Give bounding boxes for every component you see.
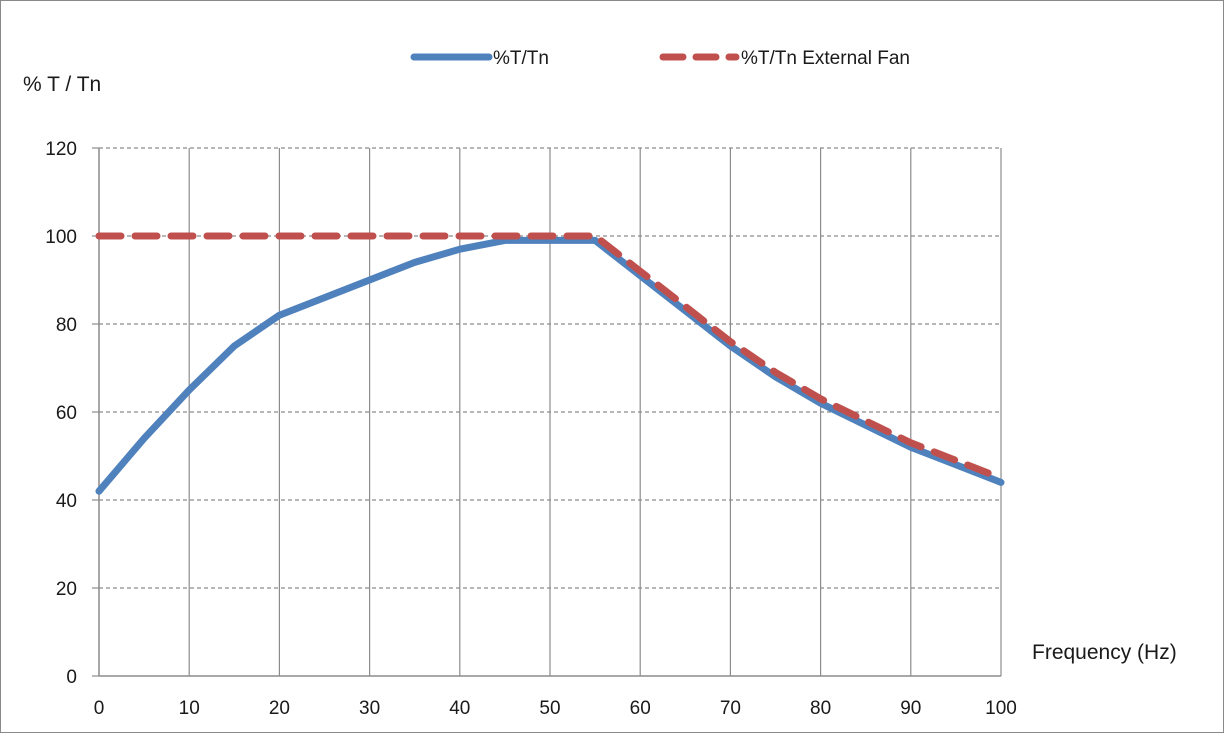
series-line-t-tn-external-fan <box>95 232 1005 482</box>
x-tick-label: 80 <box>810 698 831 719</box>
x-tick-label: 30 <box>359 698 380 719</box>
x-tick-label: 20 <box>269 698 290 719</box>
legend-label: %T/Tn External Fan <box>741 48 910 69</box>
legend: %T/Tn %T/Tn External Fan <box>410 48 910 69</box>
x-tick-label: 90 <box>900 698 921 719</box>
x-axis-label: Frequency (Hz) <box>1032 641 1177 664</box>
series-line-t-tn <box>95 236 1005 495</box>
x-tick-label: 60 <box>630 698 651 719</box>
y-tick-label: 40 <box>56 491 77 512</box>
y-tick-label: 120 <box>45 139 77 160</box>
y-tick-label: 100 <box>45 227 77 248</box>
x-tick-label: 70 <box>720 698 741 719</box>
series-layer <box>95 232 1005 495</box>
x-tick-label: 10 <box>179 698 200 719</box>
grid <box>98 147 1002 676</box>
y-tick-label: 20 <box>56 579 77 600</box>
x-tick-label: 0 <box>94 698 105 719</box>
legend-label: %T/Tn <box>493 48 549 69</box>
x-tick-label: 40 <box>449 698 470 719</box>
x-tick-label: 50 <box>539 698 560 719</box>
y-tick-label: 0 <box>66 667 77 688</box>
y-tick-label: 80 <box>56 315 77 336</box>
axes: 0 10 20 30 40 50 60 70 80 90 100 0 20 40 60 80 100 120 <box>45 139 1017 719</box>
x-tick-label: 100 <box>985 698 1017 719</box>
y-axis-label: % T / Tn <box>23 73 101 96</box>
y-tick-label: 60 <box>56 403 77 424</box>
